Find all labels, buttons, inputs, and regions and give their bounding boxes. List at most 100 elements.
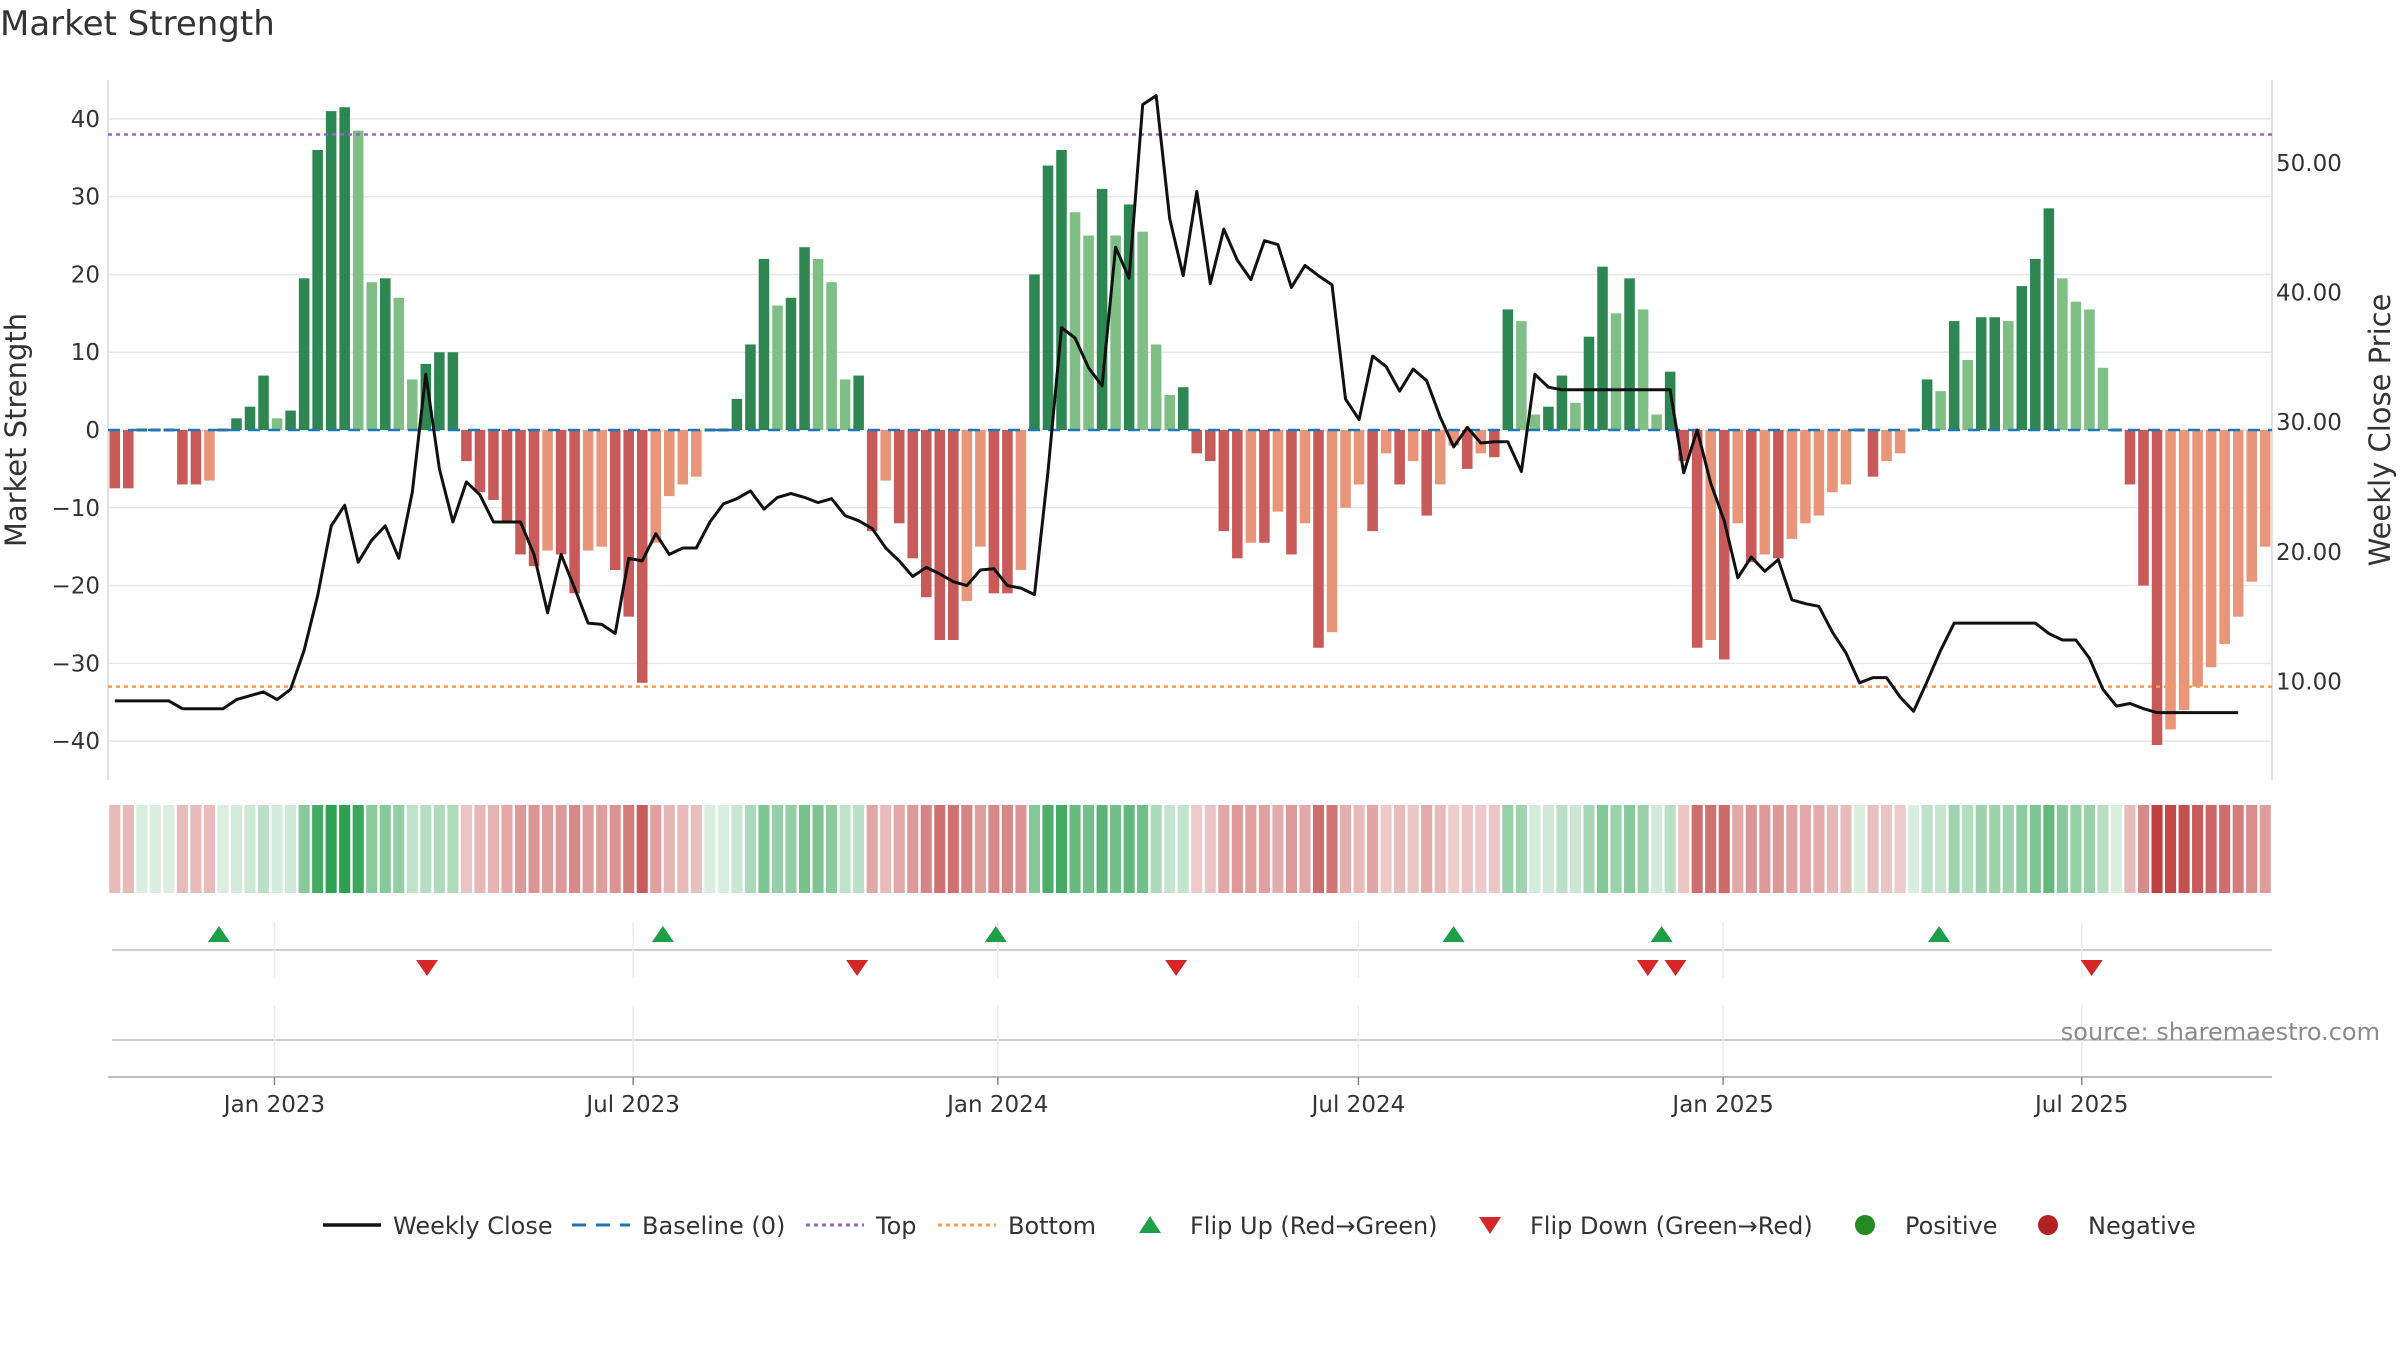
heat-cell bbox=[230, 805, 243, 893]
strength-bar bbox=[1164, 395, 1175, 430]
heat-cell bbox=[839, 805, 851, 893]
heat-cell bbox=[1596, 805, 1609, 893]
strength-bar bbox=[745, 344, 756, 430]
heat-cell bbox=[2029, 805, 2041, 893]
heat-cell bbox=[1272, 805, 1284, 893]
heat-cell bbox=[1691, 805, 1703, 893]
strength-bar bbox=[1678, 430, 1689, 462]
heat-cell bbox=[2016, 805, 2028, 893]
strength-bar bbox=[1421, 430, 1432, 516]
heat-cell bbox=[690, 805, 702, 893]
y2-tick-label: 50.00 bbox=[2276, 151, 2342, 177]
heat-cell bbox=[271, 805, 283, 893]
heat-cell bbox=[650, 805, 662, 893]
heat-cell bbox=[1394, 805, 1406, 893]
legend-swatch-negative bbox=[2038, 1215, 2058, 1235]
heat-cell bbox=[447, 805, 459, 893]
heat-cell bbox=[1177, 805, 1189, 893]
strength-bar bbox=[1367, 430, 1378, 532]
strength-bar bbox=[1881, 430, 1892, 462]
heat-cell bbox=[2178, 805, 2190, 893]
strength-bar bbox=[1083, 235, 1094, 430]
heat-cell bbox=[176, 805, 188, 893]
heat-cell bbox=[1772, 805, 1784, 893]
heat-cell bbox=[1705, 805, 1717, 893]
heat-cell bbox=[1651, 805, 1663, 893]
y-tick-label: 20 bbox=[71, 262, 100, 288]
heat-cell bbox=[1745, 805, 1757, 893]
strength-bar bbox=[420, 363, 432, 430]
heat-cell bbox=[947, 805, 959, 893]
heat-cell bbox=[542, 805, 554, 893]
heat-cell bbox=[122, 805, 134, 893]
legend-label: Baseline (0) bbox=[642, 1212, 785, 1240]
heat-cell bbox=[1150, 805, 1162, 893]
strength-bar bbox=[528, 430, 540, 567]
strength-bar bbox=[1637, 309, 1649, 430]
strength-bar bbox=[2178, 430, 2190, 710]
heat-cell bbox=[1055, 805, 1068, 893]
strength-bar bbox=[1286, 430, 1297, 555]
strength-bar bbox=[339, 107, 350, 430]
strength-bar bbox=[1948, 321, 1960, 430]
strength-bar bbox=[1989, 317, 2001, 430]
heat-cell bbox=[974, 805, 986, 893]
heat-cell bbox=[1894, 805, 1906, 893]
strength-bar bbox=[596, 430, 607, 547]
legend-label: Bottom bbox=[1008, 1212, 1096, 1240]
strength-bar bbox=[393, 297, 405, 430]
legend: Weekly Close Baseline (0) Top Bottom Flip Up… bbox=[323, 1212, 2196, 1240]
heat-cell bbox=[460, 805, 472, 893]
heat-cell bbox=[555, 805, 567, 893]
heat-cell bbox=[812, 805, 824, 893]
strength-bar bbox=[988, 430, 1000, 594]
heat-cell bbox=[190, 805, 202, 893]
weekly-close-line bbox=[114, 94, 2239, 715]
strength-bar bbox=[379, 278, 391, 430]
strength-bar bbox=[312, 150, 323, 430]
heat-cell bbox=[826, 805, 838, 893]
heat-cell bbox=[798, 805, 811, 893]
heat-cell bbox=[501, 805, 513, 893]
heat-cell bbox=[1218, 805, 1230, 893]
strength-bar bbox=[136, 428, 148, 432]
strength-bar bbox=[1056, 150, 1067, 430]
chart-title: Market Strength bbox=[0, 4, 275, 44]
strength-bar bbox=[2084, 309, 2095, 430]
strength-bar bbox=[1407, 430, 1419, 462]
heat-cell bbox=[203, 805, 215, 893]
heat-cell bbox=[1488, 805, 1500, 893]
flip-up-marker bbox=[1650, 926, 1673, 942]
strength-bar bbox=[204, 430, 215, 481]
strength-bar bbox=[2070, 301, 2082, 430]
heat-cell bbox=[257, 805, 270, 893]
strength-bar bbox=[1137, 231, 1148, 430]
x-tick-label: Jan 2023 bbox=[222, 1092, 325, 1118]
strength-bar bbox=[488, 430, 499, 500]
heat-cell bbox=[1191, 805, 1203, 893]
strength-bar bbox=[1962, 360, 1973, 430]
strength-bar bbox=[2246, 430, 2257, 582]
y-tick-label: −20 bbox=[51, 574, 100, 600]
heat-cell bbox=[2124, 805, 2136, 893]
strength-bar bbox=[474, 430, 486, 493]
strength-bar bbox=[866, 430, 878, 532]
flip-down-marker bbox=[1664, 960, 1687, 976]
heat-cell bbox=[609, 805, 621, 893]
strength-bar bbox=[1570, 402, 1581, 430]
heat-cell bbox=[1502, 805, 1514, 893]
heat-cell bbox=[1001, 805, 1013, 893]
strength-bar bbox=[447, 352, 459, 430]
heat-cell bbox=[1245, 805, 1257, 893]
right-axis-ticks: 50.00 40.00 30.00 20.00 10.00 bbox=[2276, 151, 2342, 696]
heat-cell bbox=[420, 805, 432, 893]
strength-bar bbox=[826, 282, 837, 430]
heat-cell bbox=[1853, 805, 1866, 893]
heat-cell bbox=[1989, 805, 2001, 893]
heat-cell bbox=[2259, 805, 2271, 893]
y2-tick-label: 20.00 bbox=[2276, 540, 2342, 566]
heat-cell bbox=[1515, 805, 1527, 893]
strength-bar bbox=[1461, 430, 1473, 469]
heat-cell bbox=[785, 805, 797, 893]
legend-swatch-positive bbox=[1855, 1215, 1875, 1235]
